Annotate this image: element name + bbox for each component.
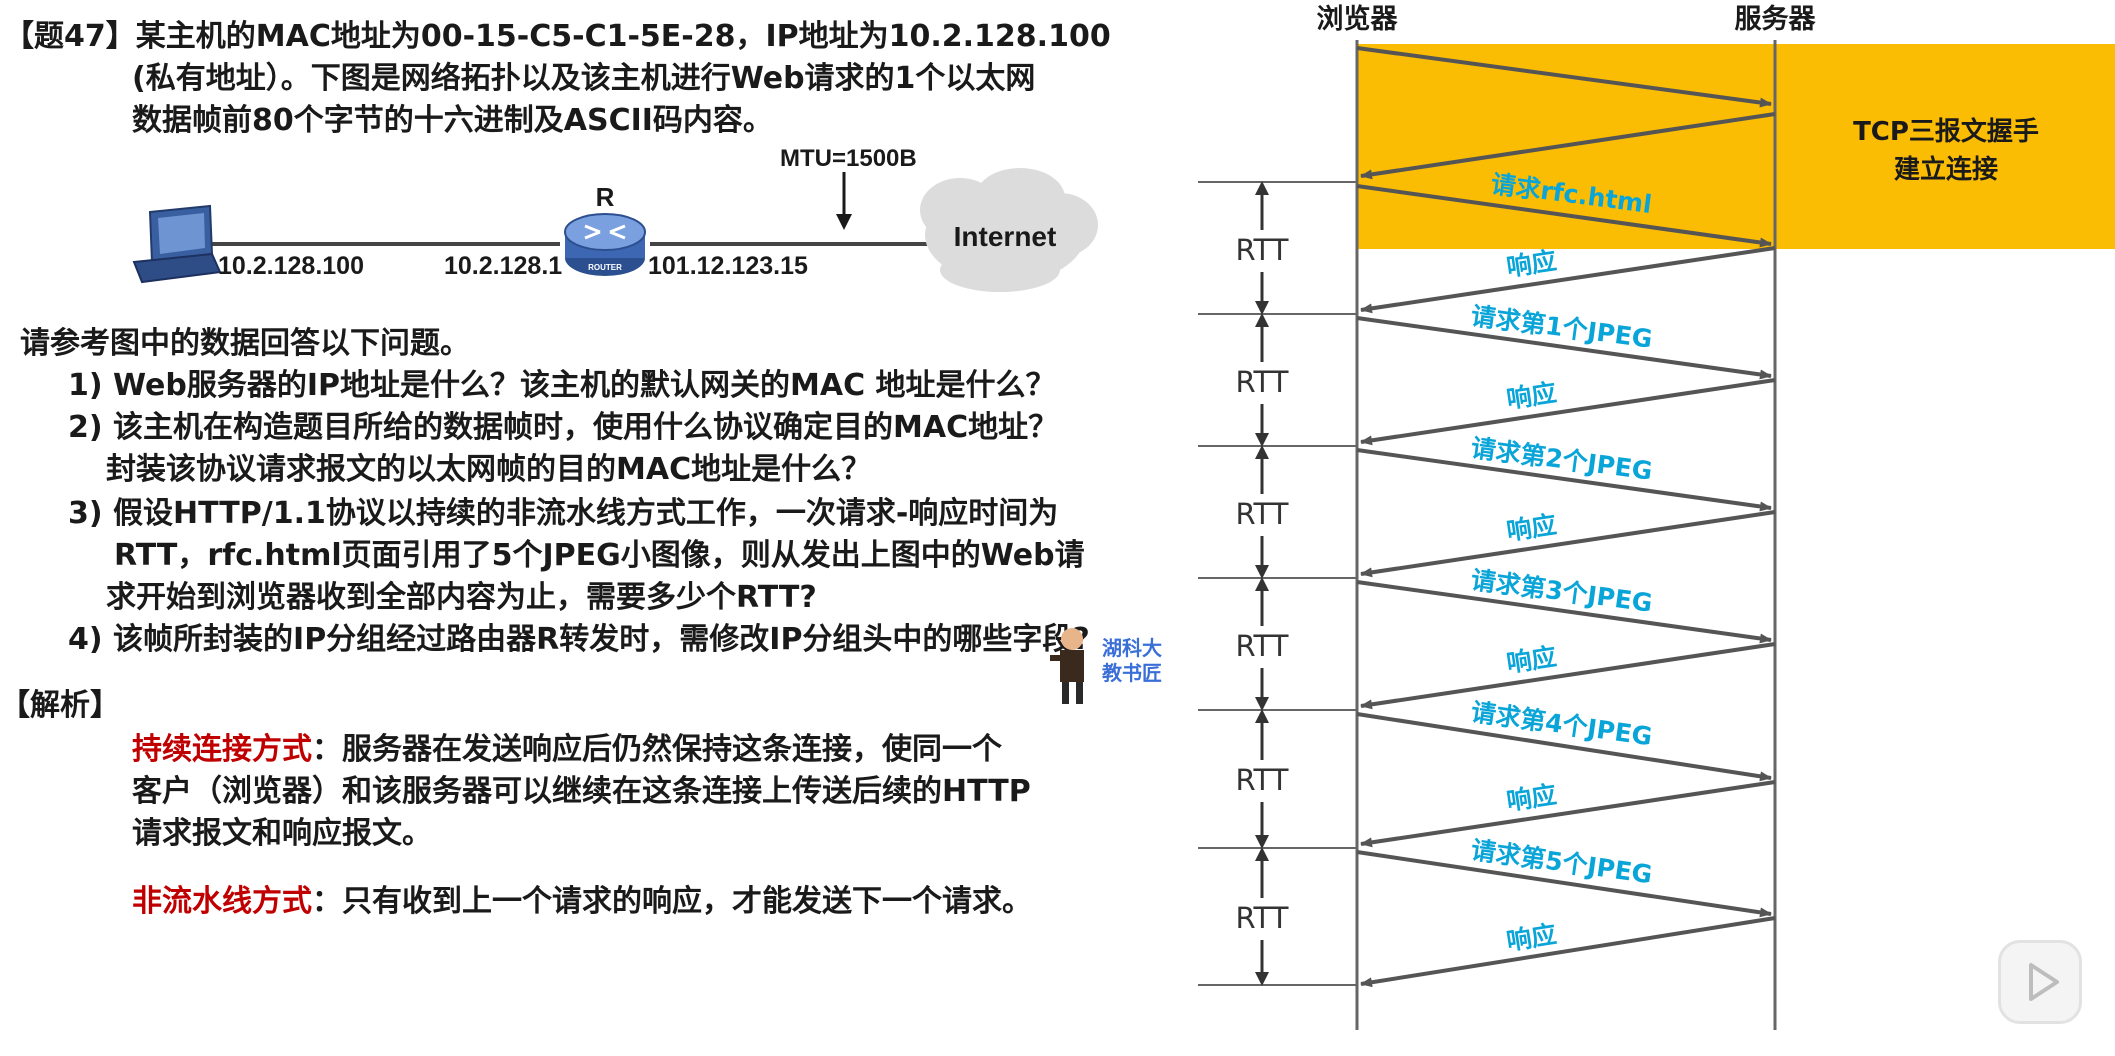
question-2b: 封装该协议请求报文的以太网帧的目的MAC地址是什么？	[106, 452, 872, 487]
response-label: 响应	[1505, 780, 1559, 816]
response-arrow-1	[1360, 246, 1776, 314]
teacher-mascot-icon: 湖科大 教书匠	[1050, 628, 1162, 704]
rtt-label: RTT	[1236, 763, 1289, 797]
analysis-para-1b: 客户（浏览器）和该服务器可以继续在这条连接上传送后续的HTTP	[132, 774, 1031, 809]
question-3a: 3) 假设HTTP/1.1协议以持续的非流水线方式工作，一次请求-响应时间为	[68, 496, 1059, 531]
question-3b: RTT，rfc.html页面引用了5个JPEG小图像，则从发出上图中的Web请	[114, 538, 1085, 573]
analysis-para-2: 非流水线方式：只有收到上一个请求的响应，才能发送下一个请求。	[132, 884, 1032, 919]
rtt-label: RTT	[1236, 901, 1289, 935]
response-arrow-4	[1360, 642, 1776, 710]
host-computer-icon	[132, 204, 222, 284]
response-arrow-2	[1360, 378, 1776, 446]
play-icon	[2029, 963, 2059, 1001]
handshake-line-1: TCP三报文握手	[1853, 116, 2039, 147]
request-arrow-jpeg-1	[1356, 316, 1772, 380]
handshake-syn-arrow	[1356, 46, 1772, 108]
request-label-jpeg-4: 请求第4个JPEG	[1469, 697, 1654, 751]
watermark-line-1: 湖科大	[1102, 636, 1162, 660]
request-arrow-jpeg-2	[1356, 448, 1772, 512]
http-sequence-diagram: 浏览器 服务器 TCP三报文握手 建立连接 RTT RTT RTT RTT RT…	[1198, 3, 2115, 1030]
question-4: 4) 该帧所封装的IP分组经过路由器R转发时，需修改IP分组头中的哪些字段?	[68, 622, 1090, 657]
response-arrow-3	[1360, 510, 1776, 578]
analysis-para-1c: 请求报文和响应报文。	[132, 816, 432, 851]
rtt-span-6: RTT	[1236, 847, 1289, 986]
response-label: 响应	[1505, 510, 1559, 546]
response-label: 响应	[1505, 246, 1559, 282]
question-1: 1) Web服务器的IP地址是什么？该主机的默认网关的MAC 地址是什么？	[68, 368, 1056, 403]
question-line-1: 【题47】某主机的MAC地址为00-15-C5-C1-5E-28，IP地址为10…	[4, 19, 1111, 54]
term-non-pipelined: 非流水线方式	[132, 884, 312, 919]
internet-cloud-icon: Internet	[920, 168, 1098, 292]
host-ip: 10.2.128.100	[218, 252, 364, 280]
rtt-span-3: RTT	[1236, 445, 1289, 579]
question-2a: 2) 该主机在构造题目所给的数据帧时，使用什么协议确定目的MAC地址？	[68, 410, 1059, 445]
handshake-box	[1357, 44, 2115, 249]
router-in-ip: 10.2.128.1	[444, 252, 563, 280]
network-topology: ROUTER R MTU=1500B Internet	[132, 145, 1098, 292]
rtt-label: RTT	[1236, 233, 1289, 267]
analysis-heading: 【解析】	[0, 688, 120, 723]
analysis-para-1: 持续连接方式：服务器在发送响应后仍然保持这条连接，使同一个	[132, 732, 1002, 767]
rtt-span-5: RTT	[1236, 709, 1289, 849]
question-3c: 求开始到浏览器收到全部内容为止，需要多少个RTT?	[106, 580, 817, 615]
handshake-synack-arrow	[1360, 112, 1776, 180]
question-line-3: 数据帧前80个字节的十六进制及ASCII码内容。	[132, 103, 773, 138]
internet-label: Internet	[954, 221, 1057, 252]
router-text: ROUTER	[588, 263, 622, 272]
response-label: 响应	[1505, 642, 1559, 678]
handshake-line-2: 建立连接	[1894, 154, 1998, 185]
rtt-span-1: RTT	[1236, 181, 1289, 315]
rtt-label: RTT	[1236, 629, 1289, 663]
request-arrow-rfc	[1356, 184, 1772, 248]
router-out-ip: 101.12.123.15	[648, 252, 808, 280]
request-arrow-jpeg-4	[1356, 712, 1772, 782]
response-label: 响应	[1505, 378, 1559, 414]
questions-intro: 请参考图中的数据回答以下问题。	[20, 326, 470, 361]
watermark-line-2: 教书匠	[1102, 661, 1162, 685]
rtt-span-4: RTT	[1236, 577, 1289, 711]
play-button[interactable]	[1998, 940, 2082, 1024]
mtu-label: MTU=1500B	[780, 145, 917, 172]
router-icon: ROUTER	[564, 213, 646, 276]
response-label: 响应	[1504, 920, 1558, 956]
response-arrow-6	[1360, 916, 1776, 988]
router-label: R	[596, 182, 615, 212]
term-persistent: 持续连接方式	[132, 732, 312, 767]
rtt-label: RTT	[1236, 497, 1289, 531]
rtt-span-2: RTT	[1236, 313, 1289, 447]
request-arrow-jpeg-3	[1356, 580, 1772, 644]
rtt-label: RTT	[1236, 365, 1289, 399]
response-arrow-5	[1360, 780, 1776, 848]
request-arrow-jpeg-5	[1356, 850, 1772, 918]
browser-label: 浏览器	[1317, 3, 1399, 35]
server-label: 服务器	[1735, 4, 1817, 35]
question-line-2: (私有地址）。下图是网络拓扑以及该主机进行Web请求的1个以太网	[132, 61, 1036, 96]
